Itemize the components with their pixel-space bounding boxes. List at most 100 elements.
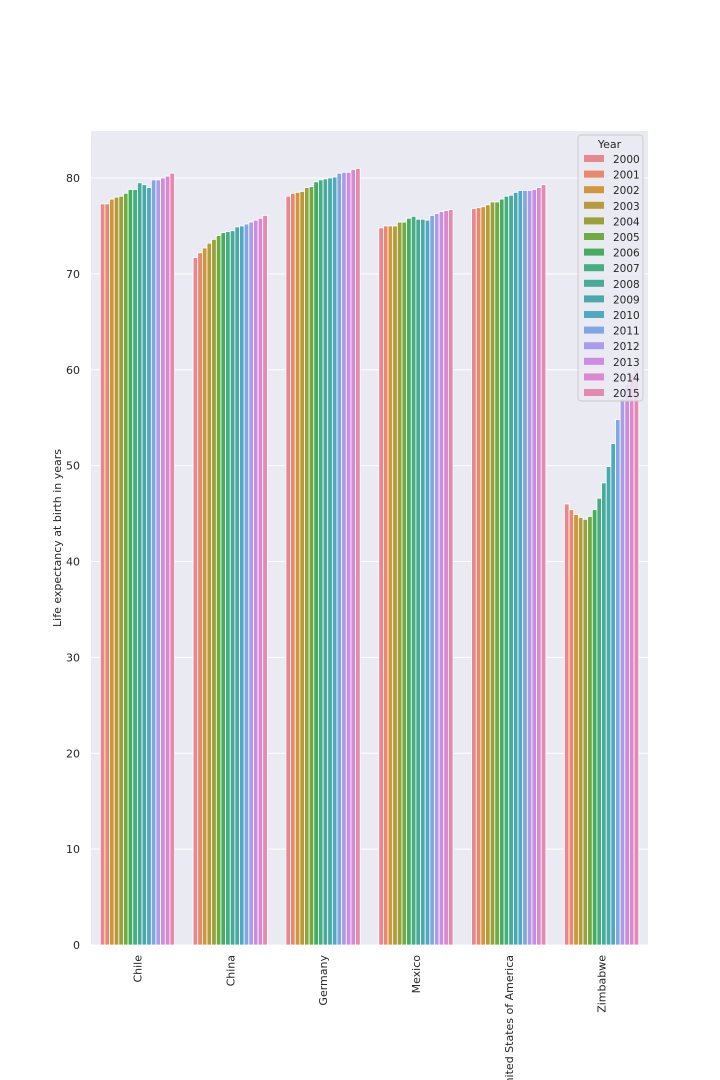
bar bbox=[355, 168, 361, 946]
bar bbox=[591, 509, 598, 946]
bar bbox=[118, 195, 124, 946]
legend-title: Year bbox=[597, 138, 622, 151]
bar bbox=[383, 225, 389, 946]
bar bbox=[577, 517, 584, 946]
x-tick-label: Chile bbox=[131, 955, 144, 983]
legend-box bbox=[577, 134, 644, 402]
legend-swatch bbox=[584, 201, 604, 209]
legend-label: 2014 bbox=[613, 372, 640, 384]
bar bbox=[615, 419, 621, 946]
y-tick-label: 30 bbox=[66, 651, 80, 664]
bar bbox=[392, 225, 398, 946]
bar bbox=[526, 190, 533, 946]
bar bbox=[141, 184, 148, 946]
legend-swatch bbox=[584, 295, 604, 303]
bar bbox=[150, 179, 157, 946]
bar bbox=[308, 186, 315, 946]
bar bbox=[313, 181, 319, 946]
bar bbox=[624, 383, 630, 946]
bar bbox=[619, 398, 626, 946]
x-tick-label: Mexico bbox=[410, 955, 423, 994]
legend-label: 2010 bbox=[613, 310, 640, 322]
bar bbox=[109, 198, 115, 946]
bar bbox=[234, 226, 240, 946]
bar bbox=[104, 203, 110, 946]
legend-swatch bbox=[584, 248, 604, 256]
bar bbox=[290, 192, 296, 946]
bar bbox=[201, 247, 208, 946]
legend-swatch bbox=[584, 264, 604, 272]
legend-swatch bbox=[584, 279, 604, 287]
bar bbox=[601, 482, 607, 946]
bar bbox=[564, 503, 570, 946]
bar bbox=[396, 221, 403, 946]
bar bbox=[294, 191, 301, 946]
bar bbox=[378, 227, 384, 946]
legend-label: 2001 bbox=[613, 170, 640, 182]
legend-swatch bbox=[584, 342, 604, 350]
bar bbox=[99, 203, 106, 946]
bar bbox=[485, 204, 491, 946]
bar bbox=[127, 189, 134, 946]
bar bbox=[406, 217, 412, 946]
bar bbox=[192, 257, 199, 946]
bar bbox=[434, 213, 440, 946]
legend-swatch bbox=[584, 170, 604, 178]
x-tick-label: Zimbabwe bbox=[596, 955, 609, 1013]
bar bbox=[239, 225, 245, 946]
y-axis-title: Life expectancy at birth in years bbox=[51, 449, 64, 627]
bar bbox=[540, 184, 547, 946]
bar bbox=[401, 221, 408, 946]
legend-swatch bbox=[584, 311, 604, 318]
bar bbox=[410, 215, 417, 946]
bar bbox=[610, 443, 616, 946]
bar bbox=[318, 179, 324, 946]
legend-swatch bbox=[584, 326, 604, 334]
bar bbox=[248, 221, 254, 946]
bar bbox=[443, 210, 449, 946]
bar bbox=[336, 172, 343, 946]
bar bbox=[253, 219, 259, 946]
bar bbox=[508, 194, 514, 946]
legend-swatch bbox=[584, 186, 604, 194]
bar bbox=[587, 516, 593, 946]
bar bbox=[415, 218, 421, 946]
bar bbox=[160, 177, 166, 946]
legend-label: 2007 bbox=[613, 263, 640, 275]
y-tick-label: 40 bbox=[66, 556, 80, 569]
legend-label: 2006 bbox=[613, 248, 640, 260]
bar bbox=[229, 230, 236, 946]
bar bbox=[471, 208, 477, 946]
bar bbox=[220, 232, 227, 946]
bars bbox=[99, 168, 640, 946]
bar bbox=[225, 231, 231, 946]
bar bbox=[420, 218, 426, 946]
y-tick-label: 50 bbox=[66, 460, 80, 473]
legend-swatch bbox=[584, 373, 604, 381]
bar bbox=[285, 195, 291, 946]
bar bbox=[123, 192, 129, 946]
grid-lines bbox=[91, 177, 648, 946]
bar bbox=[480, 206, 486, 946]
bar bbox=[345, 171, 352, 946]
y-tick-label: 70 bbox=[66, 268, 80, 281]
legend-label: 2003 bbox=[613, 201, 640, 213]
bar bbox=[215, 235, 222, 946]
bar bbox=[197, 252, 203, 946]
legend-swatch bbox=[584, 155, 604, 162]
bar bbox=[531, 189, 538, 946]
bar bbox=[536, 187, 542, 946]
y-tick-label: 80 bbox=[66, 172, 80, 185]
bar bbox=[257, 217, 264, 946]
bar bbox=[137, 182, 143, 946]
x-tick-label: United States of America bbox=[503, 955, 516, 1080]
bar bbox=[164, 175, 171, 946]
legend-label: 2008 bbox=[613, 279, 640, 291]
plot-background bbox=[91, 131, 648, 945]
legend-label: 2013 bbox=[613, 357, 640, 369]
legend-swatch bbox=[584, 217, 604, 225]
y-tick-label: 0 bbox=[73, 939, 80, 952]
legend-label: 2002 bbox=[613, 185, 640, 197]
bar bbox=[113, 196, 120, 946]
